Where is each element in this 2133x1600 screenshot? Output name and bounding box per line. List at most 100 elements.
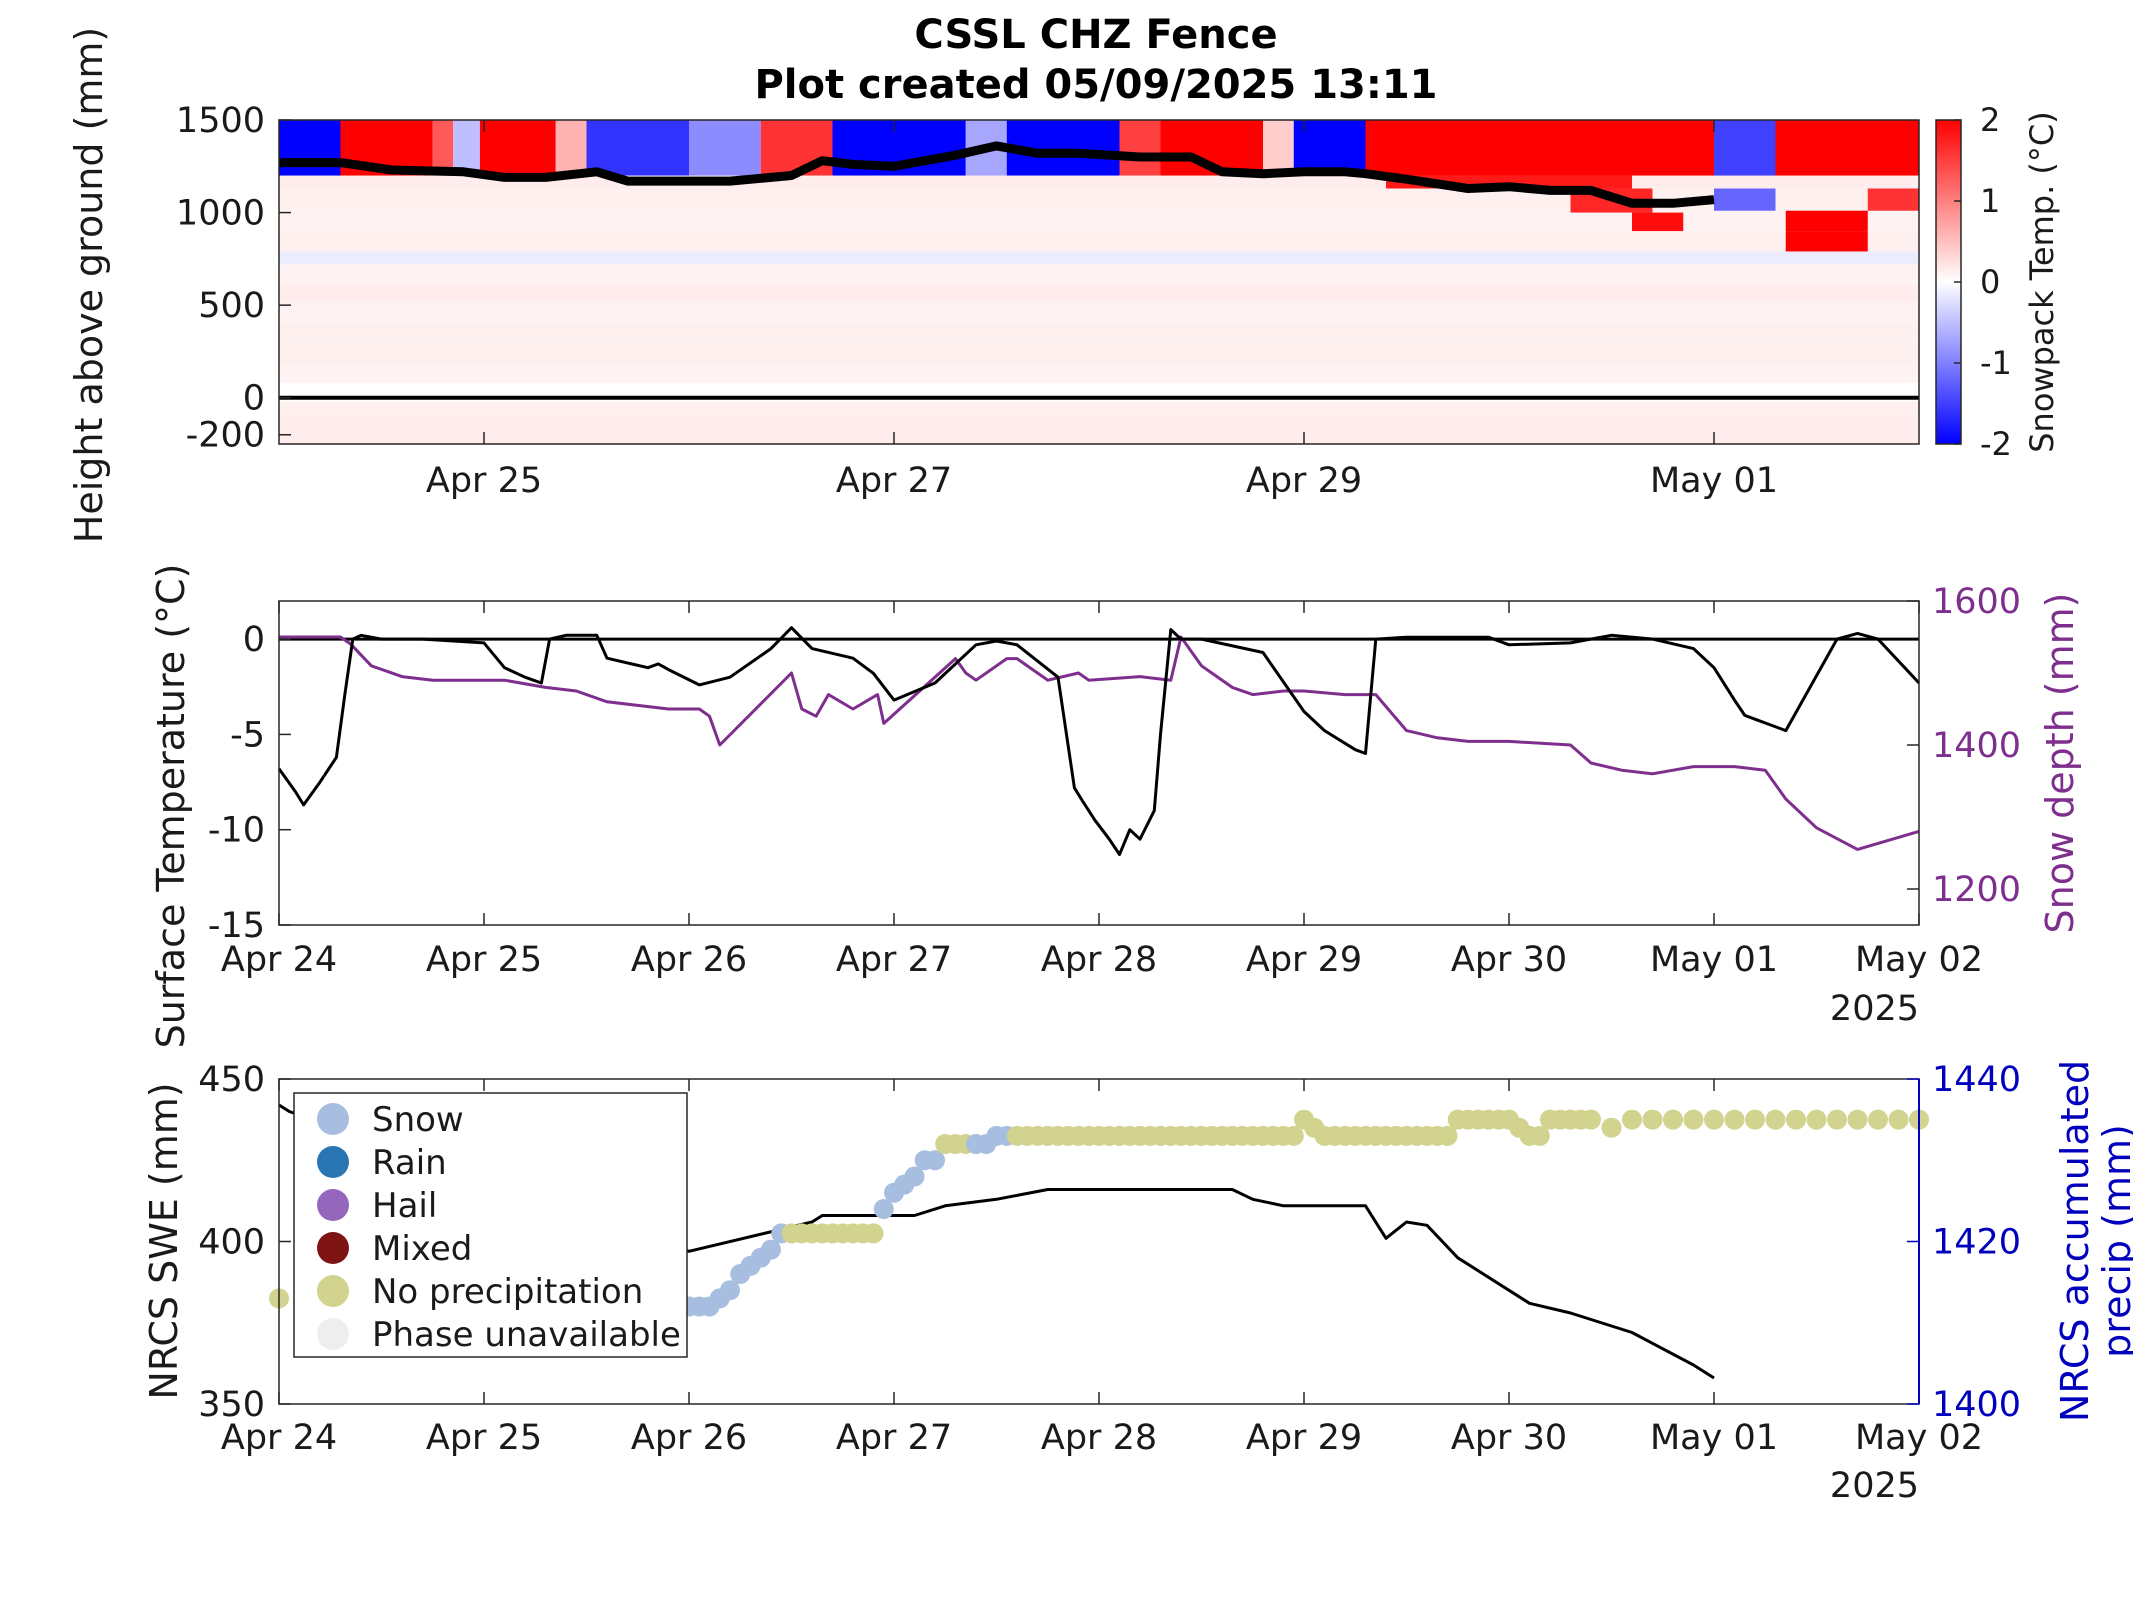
- snowpack-plot-frame: [278, 119, 1920, 445]
- x-tick-label: Apr 29: [1246, 940, 1362, 980]
- swe-y-axis: 450 400 350: [198, 1060, 291, 1425]
- legend-swatch: [317, 1275, 349, 1307]
- precip-point: [1529, 1125, 1550, 1146]
- x-tick-label: Apr 28: [1041, 940, 1157, 980]
- swe-y-axis-label: NRCS SWE (mm): [142, 1082, 186, 1399]
- heatmap-top-cell: [689, 120, 761, 176]
- surface-x-year: 2025: [1830, 989, 1919, 1029]
- snow-depth-line: [279, 141, 1715, 208]
- legend-label: Phase unavailable: [372, 1315, 681, 1355]
- legend-swatch: [317, 1189, 349, 1221]
- x-tick-label: May 01: [1650, 461, 1778, 501]
- heatmap-top-cell: [279, 120, 341, 176]
- heatmap-top-cell: [432, 120, 454, 176]
- precip-point: [1601, 1117, 1622, 1138]
- precip-point: [1642, 1109, 1663, 1130]
- surface-y-axis: 0 -5 -10 -15: [208, 620, 291, 946]
- x-tick-label: Apr 27: [836, 1418, 952, 1458]
- precip-point: [1868, 1109, 1888, 1130]
- heatmap-layer: [279, 301, 1919, 324]
- heatmap-top-cell: [1365, 120, 1714, 176]
- heatmap-top-cell: [453, 120, 480, 176]
- y-tick-label: 350: [198, 1385, 265, 1425]
- heatmap-layer: [279, 401, 1919, 415]
- legend-box: [293, 1092, 688, 1358]
- heatmap-top-cell: [1293, 120, 1366, 176]
- colorbar-tick-label: -2: [1980, 425, 2012, 463]
- y-tick-label: 0: [243, 620, 265, 660]
- surface-x-axis: Apr 24 Apr 25 Apr 26 Apr 27 Apr 28 Apr 29 Apr …: [221, 601, 1983, 980]
- x-tick-label: May 02: [1855, 1418, 1983, 1458]
- figure-title-line2: Plot created 05/09/2025 13:11: [754, 62, 1437, 108]
- precip-point: [1704, 1109, 1724, 1130]
- x-tick-label: Apr 29: [1246, 461, 1362, 501]
- y-tick-label: 1500: [176, 101, 265, 141]
- nrcs-x-year: 2025: [1830, 1466, 1919, 1506]
- y2-tick-label: 1200: [1932, 870, 2021, 910]
- heatmap-layer: [279, 264, 1919, 285]
- y-tick-label: 500: [198, 286, 265, 326]
- snow-depth-y-axis: 1600 1400 1200: [1907, 582, 2021, 910]
- x-tick-label: May 01: [1650, 1418, 1778, 1458]
- swe-series: [278, 1103, 1715, 1380]
- precip-point: [925, 1150, 945, 1171]
- y2-tick-label: 1420: [1932, 1223, 2021, 1263]
- heatmap-layer: [279, 323, 1919, 343]
- heatmap-top-cell: [1119, 120, 1161, 176]
- precip-point: [720, 1280, 740, 1301]
- precip-y-axis: 1440 1420 1400: [1907, 1060, 2021, 1425]
- surface-y-axis-label: Surface Temperature (°C): [149, 564, 193, 1049]
- heatmap-patch: [1867, 188, 1919, 211]
- legend-label: Snow: [372, 1100, 464, 1140]
- x-tick-label: May 02: [1855, 940, 1983, 980]
- precip-point: [1765, 1109, 1786, 1130]
- heatmap-layer: [279, 284, 1919, 302]
- heatmap-layer: [279, 210, 1919, 232]
- y-tick-label: -15: [208, 906, 265, 946]
- precip-point: [873, 1199, 894, 1219]
- y-tick-label: -200: [186, 416, 265, 456]
- y-tick-label: 450: [198, 1060, 265, 1100]
- snowpack-y-axis-label: Height above ground (mm): [67, 27, 111, 544]
- x-tick-label: Apr 25: [426, 461, 542, 501]
- x-tick-label: Apr 27: [836, 940, 952, 980]
- heatmap-layer: [279, 231, 1919, 252]
- snowpack-y-axis: 1500 1000 500 0-200: [176, 101, 291, 456]
- surface-temperature-series: [277, 626, 1921, 856]
- heatmap-layer: [279, 364, 1919, 383]
- x-tick-label: Apr 25: [426, 1418, 542, 1458]
- legend-swatch: [317, 1318, 349, 1350]
- x-tick-label: Apr 30: [1451, 940, 1567, 980]
- x-tick-label: Apr 25: [426, 940, 542, 980]
- precip-point: [1663, 1109, 1683, 1130]
- y2-tick-label: 1400: [1932, 726, 2021, 766]
- heatmap-patch: [1714, 188, 1776, 211]
- nrcs-panel: Apr 24 Apr 25 Apr 26 Apr 27 Apr 28 Apr 29 Apr …: [142, 1060, 2133, 1506]
- legend-label: Rain: [372, 1143, 447, 1183]
- x-tick-label: Apr 28: [1041, 1418, 1157, 1458]
- precip-point: [904, 1166, 925, 1187]
- heatmap-top-cell: [555, 120, 587, 176]
- precip-point: [1745, 1109, 1765, 1130]
- figure-title-line1: CSSL CHZ Fence: [914, 12, 1277, 58]
- surface-plot-frame: [278, 600, 1920, 926]
- heatmap-top-cell: [760, 120, 833, 176]
- x-tick-label: May 01: [1650, 940, 1778, 980]
- y2-tick-label: 1440: [1932, 1060, 2021, 1100]
- y-tick-label: 1000: [176, 194, 265, 234]
- snowpack-temperature-panel: Apr 25 Apr 27 Apr 29 May 01 150010005000-20…: [67, 27, 2061, 544]
- precip-phase-points: [269, 1109, 1929, 1317]
- colorbar-tick-label: -1: [1980, 344, 2012, 382]
- x-tick-label: Apr 29: [1246, 1418, 1362, 1458]
- heatmap-top-cell: [586, 120, 689, 176]
- y-tick-label: 0: [243, 379, 265, 419]
- legend-label: No precipitation: [372, 1272, 643, 1312]
- precip-y-axis-label-line1: NRCS accumulated: [2053, 1060, 2097, 1422]
- heatmap-top-cell: [479, 120, 556, 176]
- snow-depth-series: [279, 635, 1920, 851]
- heatmap-top-cell: [1775, 120, 1919, 176]
- x-tick-label: Apr 26: [631, 940, 747, 980]
- y2-tick-label: 1600: [1932, 582, 2021, 622]
